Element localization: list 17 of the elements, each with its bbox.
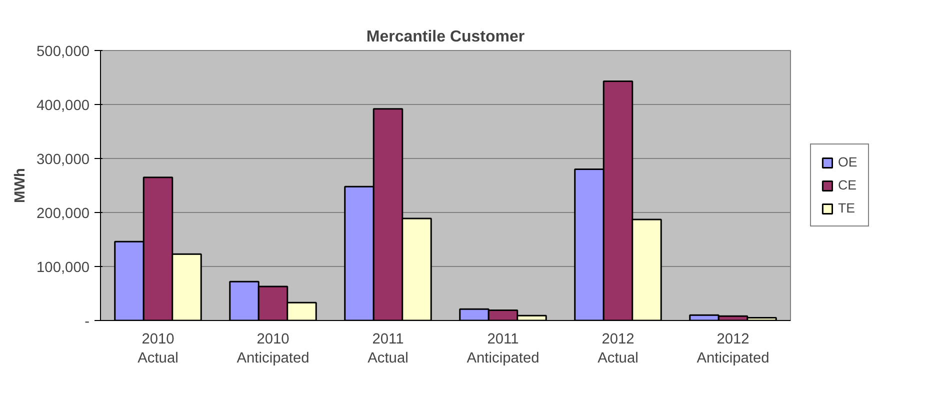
y-tick-label: 400,000 — [36, 98, 90, 114]
x-tick-label: 2010 Actual — [138, 332, 178, 367]
y-tick-label: 200,000 — [36, 206, 90, 222]
x-tick-label: 2010 Anticipated — [236, 332, 310, 367]
x-tick-label: 2011 Anticipated — [466, 332, 540, 367]
legend-label: CE — [838, 178, 858, 192]
y-tick-label: 500,000 — [36, 44, 90, 60]
y-tick-label: 300,000 — [36, 152, 90, 168]
x-tick-label: 2012 Anticipated — [696, 332, 770, 367]
chart-title: Mercantile Customer — [366, 28, 525, 46]
y-axis-title: MWh — [12, 168, 29, 203]
x-tick-label: 2012 Actual — [598, 332, 638, 367]
y-tick-label: - — [84, 314, 90, 330]
x-tick-label: 2011 Actual — [368, 332, 408, 367]
y-tick-label: 100,000 — [36, 260, 90, 276]
legend-label: TE — [838, 200, 856, 216]
legend-label: OE — [838, 154, 858, 170]
